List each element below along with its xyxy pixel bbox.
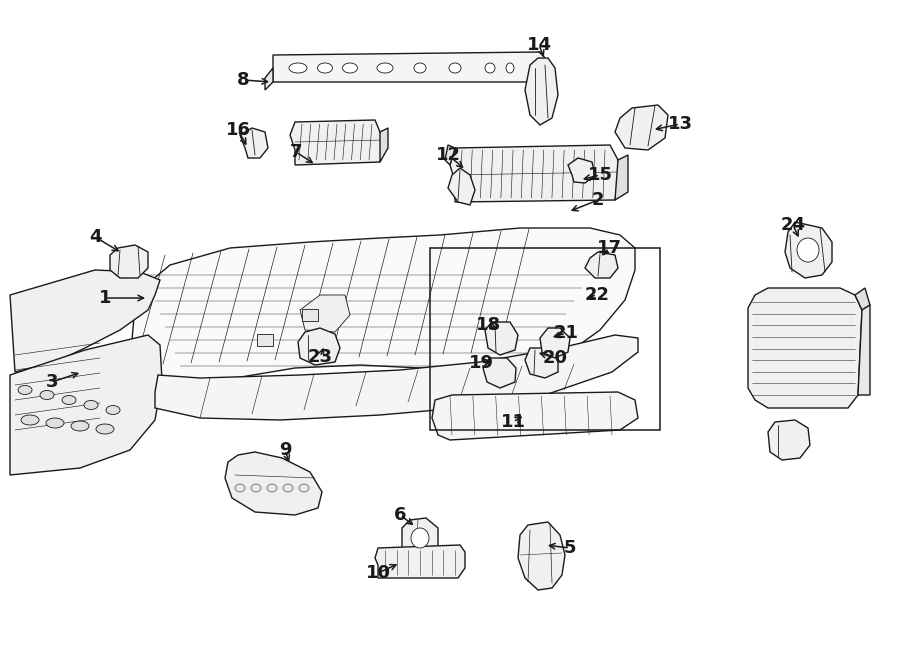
Ellipse shape: [485, 63, 495, 73]
Polygon shape: [110, 245, 148, 278]
Ellipse shape: [251, 484, 261, 492]
Text: 13: 13: [668, 115, 692, 133]
Text: 3: 3: [46, 373, 58, 391]
Ellipse shape: [299, 484, 309, 492]
Polygon shape: [585, 252, 618, 278]
Ellipse shape: [62, 395, 76, 405]
Ellipse shape: [411, 528, 429, 548]
Ellipse shape: [96, 424, 114, 434]
Ellipse shape: [283, 484, 293, 492]
Polygon shape: [855, 288, 870, 310]
Polygon shape: [10, 335, 162, 475]
Text: 15: 15: [588, 166, 613, 184]
Bar: [430, 248, 660, 430]
Polygon shape: [768, 420, 810, 460]
Polygon shape: [240, 128, 268, 158]
Polygon shape: [568, 158, 595, 183]
Text: 14: 14: [526, 36, 552, 54]
Text: 8: 8: [237, 71, 249, 89]
Ellipse shape: [21, 415, 39, 425]
Polygon shape: [273, 52, 545, 82]
Ellipse shape: [414, 63, 426, 73]
Polygon shape: [225, 452, 322, 515]
Ellipse shape: [506, 63, 514, 73]
Polygon shape: [448, 168, 475, 205]
Polygon shape: [128, 228, 635, 420]
Text: 22: 22: [584, 286, 609, 304]
Polygon shape: [445, 145, 455, 165]
Polygon shape: [380, 128, 388, 162]
Ellipse shape: [71, 421, 89, 431]
Ellipse shape: [377, 63, 393, 73]
Polygon shape: [615, 155, 628, 200]
Polygon shape: [518, 522, 565, 590]
Text: 5: 5: [563, 539, 576, 557]
Polygon shape: [483, 358, 516, 388]
Text: 24: 24: [780, 216, 806, 234]
Ellipse shape: [235, 484, 245, 492]
Polygon shape: [298, 328, 340, 365]
Polygon shape: [432, 392, 638, 440]
Ellipse shape: [46, 418, 64, 428]
Ellipse shape: [318, 63, 332, 73]
Ellipse shape: [289, 63, 307, 73]
Polygon shape: [402, 518, 438, 558]
Text: 16: 16: [226, 121, 250, 139]
Text: 10: 10: [365, 564, 391, 582]
Ellipse shape: [797, 238, 819, 262]
Text: 12: 12: [436, 146, 461, 164]
Polygon shape: [10, 270, 160, 372]
Ellipse shape: [106, 405, 120, 414]
Text: 2: 2: [592, 191, 604, 209]
Bar: [257, 334, 273, 346]
Ellipse shape: [40, 391, 54, 399]
Polygon shape: [525, 348, 558, 378]
Text: 6: 6: [394, 506, 406, 524]
Polygon shape: [540, 328, 570, 358]
Polygon shape: [300, 295, 350, 332]
Text: 17: 17: [597, 239, 622, 257]
Bar: [302, 309, 318, 321]
Text: 9: 9: [279, 441, 292, 459]
Ellipse shape: [449, 63, 461, 73]
Ellipse shape: [267, 484, 277, 492]
Text: 1: 1: [99, 289, 112, 307]
Polygon shape: [290, 120, 385, 165]
Polygon shape: [748, 288, 862, 408]
Text: 11: 11: [500, 413, 526, 431]
Text: 21: 21: [554, 324, 579, 342]
Ellipse shape: [18, 385, 32, 395]
Polygon shape: [485, 322, 518, 355]
Text: 23: 23: [308, 348, 332, 366]
Text: 20: 20: [543, 349, 568, 367]
Text: 7: 7: [290, 143, 302, 161]
Text: 4: 4: [89, 228, 101, 246]
Polygon shape: [375, 545, 465, 578]
Polygon shape: [785, 222, 832, 278]
Text: 18: 18: [475, 316, 500, 334]
Polygon shape: [155, 335, 638, 420]
Polygon shape: [265, 68, 273, 90]
Text: 19: 19: [469, 354, 493, 372]
Ellipse shape: [84, 401, 98, 410]
Polygon shape: [858, 305, 870, 395]
Ellipse shape: [343, 63, 357, 73]
Polygon shape: [615, 105, 668, 150]
Polygon shape: [525, 58, 558, 125]
Polygon shape: [450, 145, 620, 202]
